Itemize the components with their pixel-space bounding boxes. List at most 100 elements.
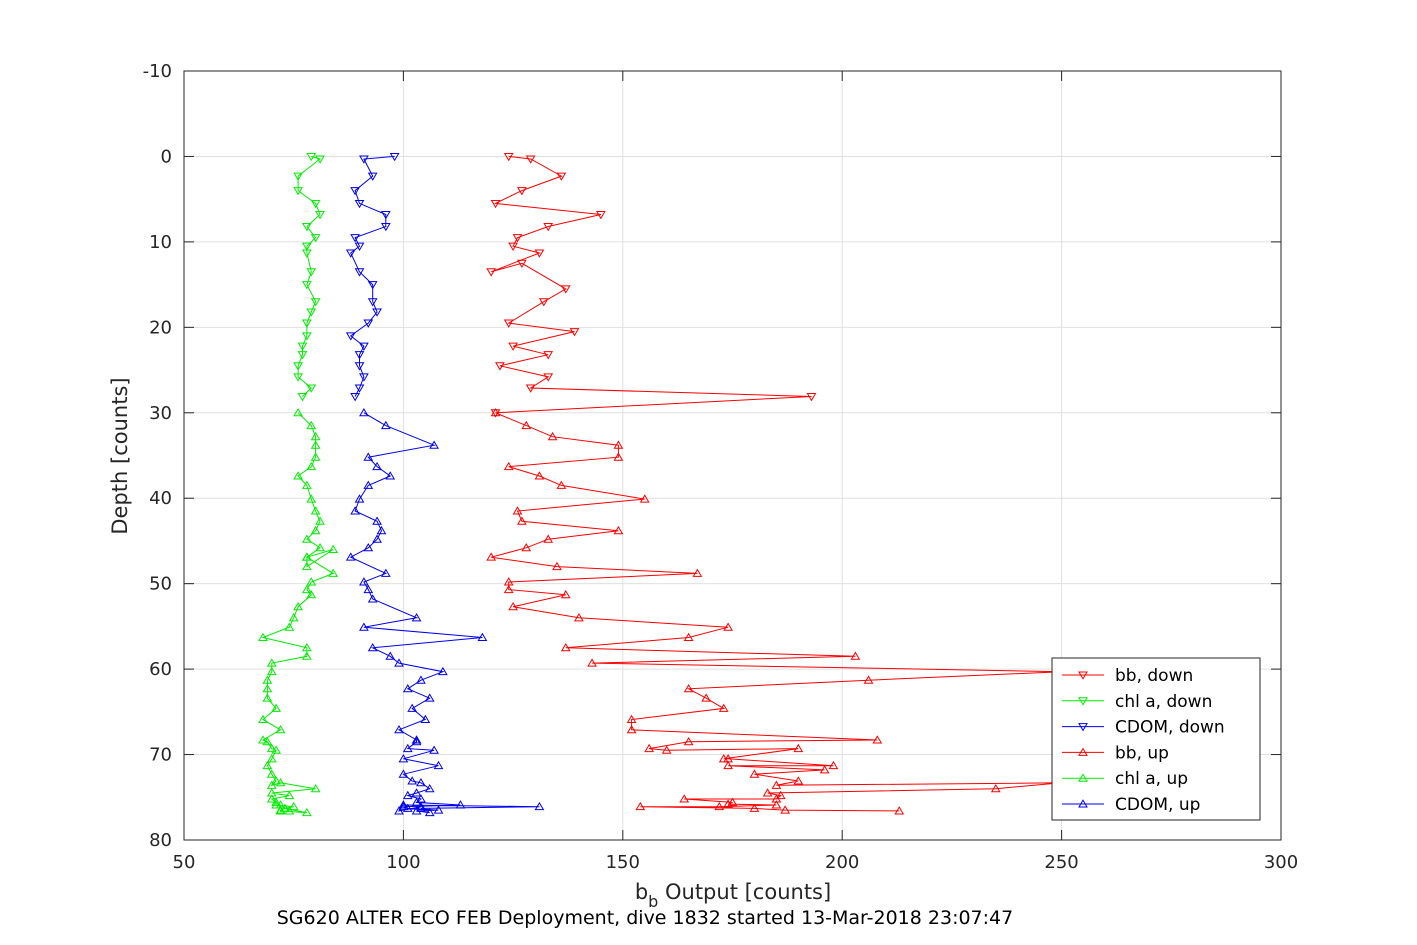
data-point [297,393,308,402]
data-point [380,420,391,430]
data-point [310,506,321,515]
data-point [424,783,435,793]
data-point [477,632,488,641]
data-point [416,803,426,812]
data-point [306,152,317,162]
data-point [512,506,523,515]
data-point [271,797,282,806]
data-point [293,172,303,181]
data-point [411,797,422,806]
data-point [293,601,303,611]
data-point [433,805,444,814]
data-point [301,281,312,290]
data-point [490,199,501,209]
data-point [683,632,694,641]
data-point [372,534,382,543]
data-point [714,801,725,811]
series-0 [486,152,817,418]
data-point [512,234,523,243]
data-point [310,234,321,243]
data-point [718,703,729,712]
data-point [402,743,413,753]
data-point [301,561,312,571]
y-tick-label: 10 [149,232,172,253]
data-point [517,516,527,525]
data-point [402,790,413,800]
data-point [411,788,422,797]
data-point [416,801,426,811]
data-point [301,807,312,817]
data-point [266,769,277,778]
data-point [310,440,321,449]
data-point [266,666,277,676]
data-point [301,534,312,543]
data-point [306,461,317,471]
y-tick-label: 80 [149,830,172,851]
data-point [411,806,422,815]
x-tick-label: 50 [173,852,196,873]
data-point [315,211,325,220]
data-point [543,351,554,360]
data-point [266,794,277,803]
data-point [692,568,703,577]
data-point [762,788,773,797]
data-point [354,242,365,251]
data-point [301,223,312,232]
data-point [363,319,374,328]
data-point [639,494,650,503]
data-point [420,714,431,724]
data-point [350,234,361,243]
data-point [508,342,518,351]
data-point [775,790,786,800]
data-point [363,452,374,461]
data-point [293,407,303,417]
data-point [301,480,312,489]
data-point [359,373,369,382]
data-point [569,328,580,337]
data-point [424,807,435,817]
data-point [380,568,391,577]
data-point [411,613,422,622]
data-point [297,342,308,351]
data-point [275,724,286,734]
data-point [301,642,312,652]
data-point [354,199,365,209]
data-point [275,800,286,809]
data-point [534,801,545,811]
series-1 [293,152,325,402]
data-point [350,393,361,402]
data-point [297,351,308,360]
data-point [376,525,387,535]
x-tick-label: 250 [1044,852,1078,873]
data-point [863,675,874,684]
data-point [626,724,637,734]
data-point [543,373,554,382]
axis-ticks: 50 100 150 200 250 300 -10 0 10 20 30 40 50 60 70 80 [143,61,1299,873]
data-point [407,703,418,712]
x-tick-label: 200 [825,852,859,873]
data-point [595,211,606,220]
x-tick-label: 150 [606,852,640,873]
data-point [556,480,567,489]
y-tick-label: 60 [149,659,172,680]
data-point [306,420,317,430]
data-point [416,777,426,787]
series-line [491,412,1062,812]
series-line [491,155,812,414]
legend-label: bb, down [1115,666,1193,686]
data-point [293,471,303,480]
data-point [271,776,282,785]
data-point [495,362,505,371]
data-point [385,651,396,660]
data-point [525,384,536,393]
data-point [288,801,299,811]
data-point [301,584,312,594]
legend-swatch-marker [1078,723,1088,732]
series-5 [345,407,545,817]
data-point [490,407,501,417]
legend-label: chl a, up [1115,769,1188,789]
data-point [301,552,312,561]
data-point [701,693,712,702]
data-point [723,760,733,770]
